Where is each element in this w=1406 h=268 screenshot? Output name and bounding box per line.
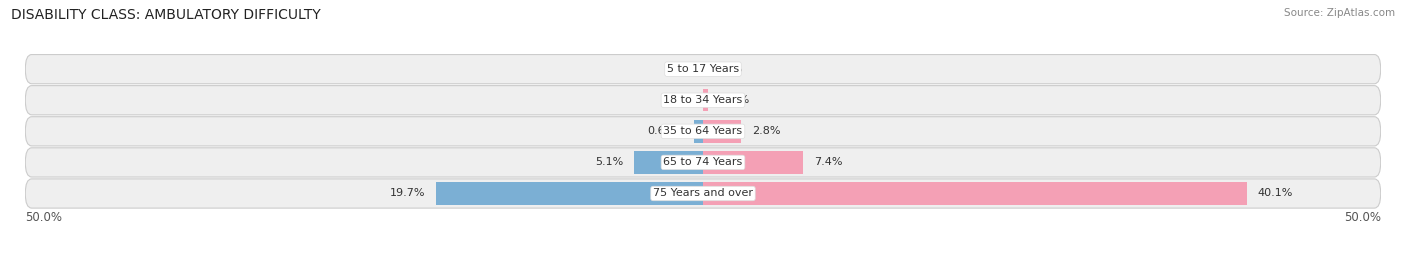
Text: 75 Years and over: 75 Years and over xyxy=(652,188,754,199)
Text: 0.0%: 0.0% xyxy=(664,95,692,105)
Bar xyxy=(703,151,803,174)
FancyBboxPatch shape xyxy=(25,54,1381,84)
Text: 40.1%: 40.1% xyxy=(1257,188,1292,199)
Text: DISABILITY CLASS: AMBULATORY DIFFICULTY: DISABILITY CLASS: AMBULATORY DIFFICULTY xyxy=(11,8,321,22)
Bar xyxy=(703,182,1247,205)
Bar xyxy=(703,89,707,111)
Text: 19.7%: 19.7% xyxy=(389,188,425,199)
Text: 35 to 64 Years: 35 to 64 Years xyxy=(664,126,742,136)
Text: 2.8%: 2.8% xyxy=(752,126,780,136)
Text: 0.36%: 0.36% xyxy=(714,95,749,105)
Legend: Male, Female: Male, Female xyxy=(643,265,763,268)
Bar xyxy=(693,120,703,143)
FancyBboxPatch shape xyxy=(25,148,1381,177)
Text: 7.4%: 7.4% xyxy=(814,157,842,168)
Bar xyxy=(634,151,703,174)
Text: 50.0%: 50.0% xyxy=(1344,211,1381,224)
FancyBboxPatch shape xyxy=(25,179,1381,208)
Text: 0.69%: 0.69% xyxy=(647,126,683,136)
Text: 0.0%: 0.0% xyxy=(714,64,742,74)
Text: 0.0%: 0.0% xyxy=(664,64,692,74)
FancyBboxPatch shape xyxy=(25,85,1381,115)
FancyBboxPatch shape xyxy=(25,117,1381,146)
Text: 18 to 34 Years: 18 to 34 Years xyxy=(664,95,742,105)
Text: 5 to 17 Years: 5 to 17 Years xyxy=(666,64,740,74)
Text: 50.0%: 50.0% xyxy=(25,211,62,224)
Text: 65 to 74 Years: 65 to 74 Years xyxy=(664,157,742,168)
Bar xyxy=(436,182,703,205)
Text: 5.1%: 5.1% xyxy=(595,157,623,168)
Bar xyxy=(703,120,741,143)
Text: Source: ZipAtlas.com: Source: ZipAtlas.com xyxy=(1284,8,1395,18)
